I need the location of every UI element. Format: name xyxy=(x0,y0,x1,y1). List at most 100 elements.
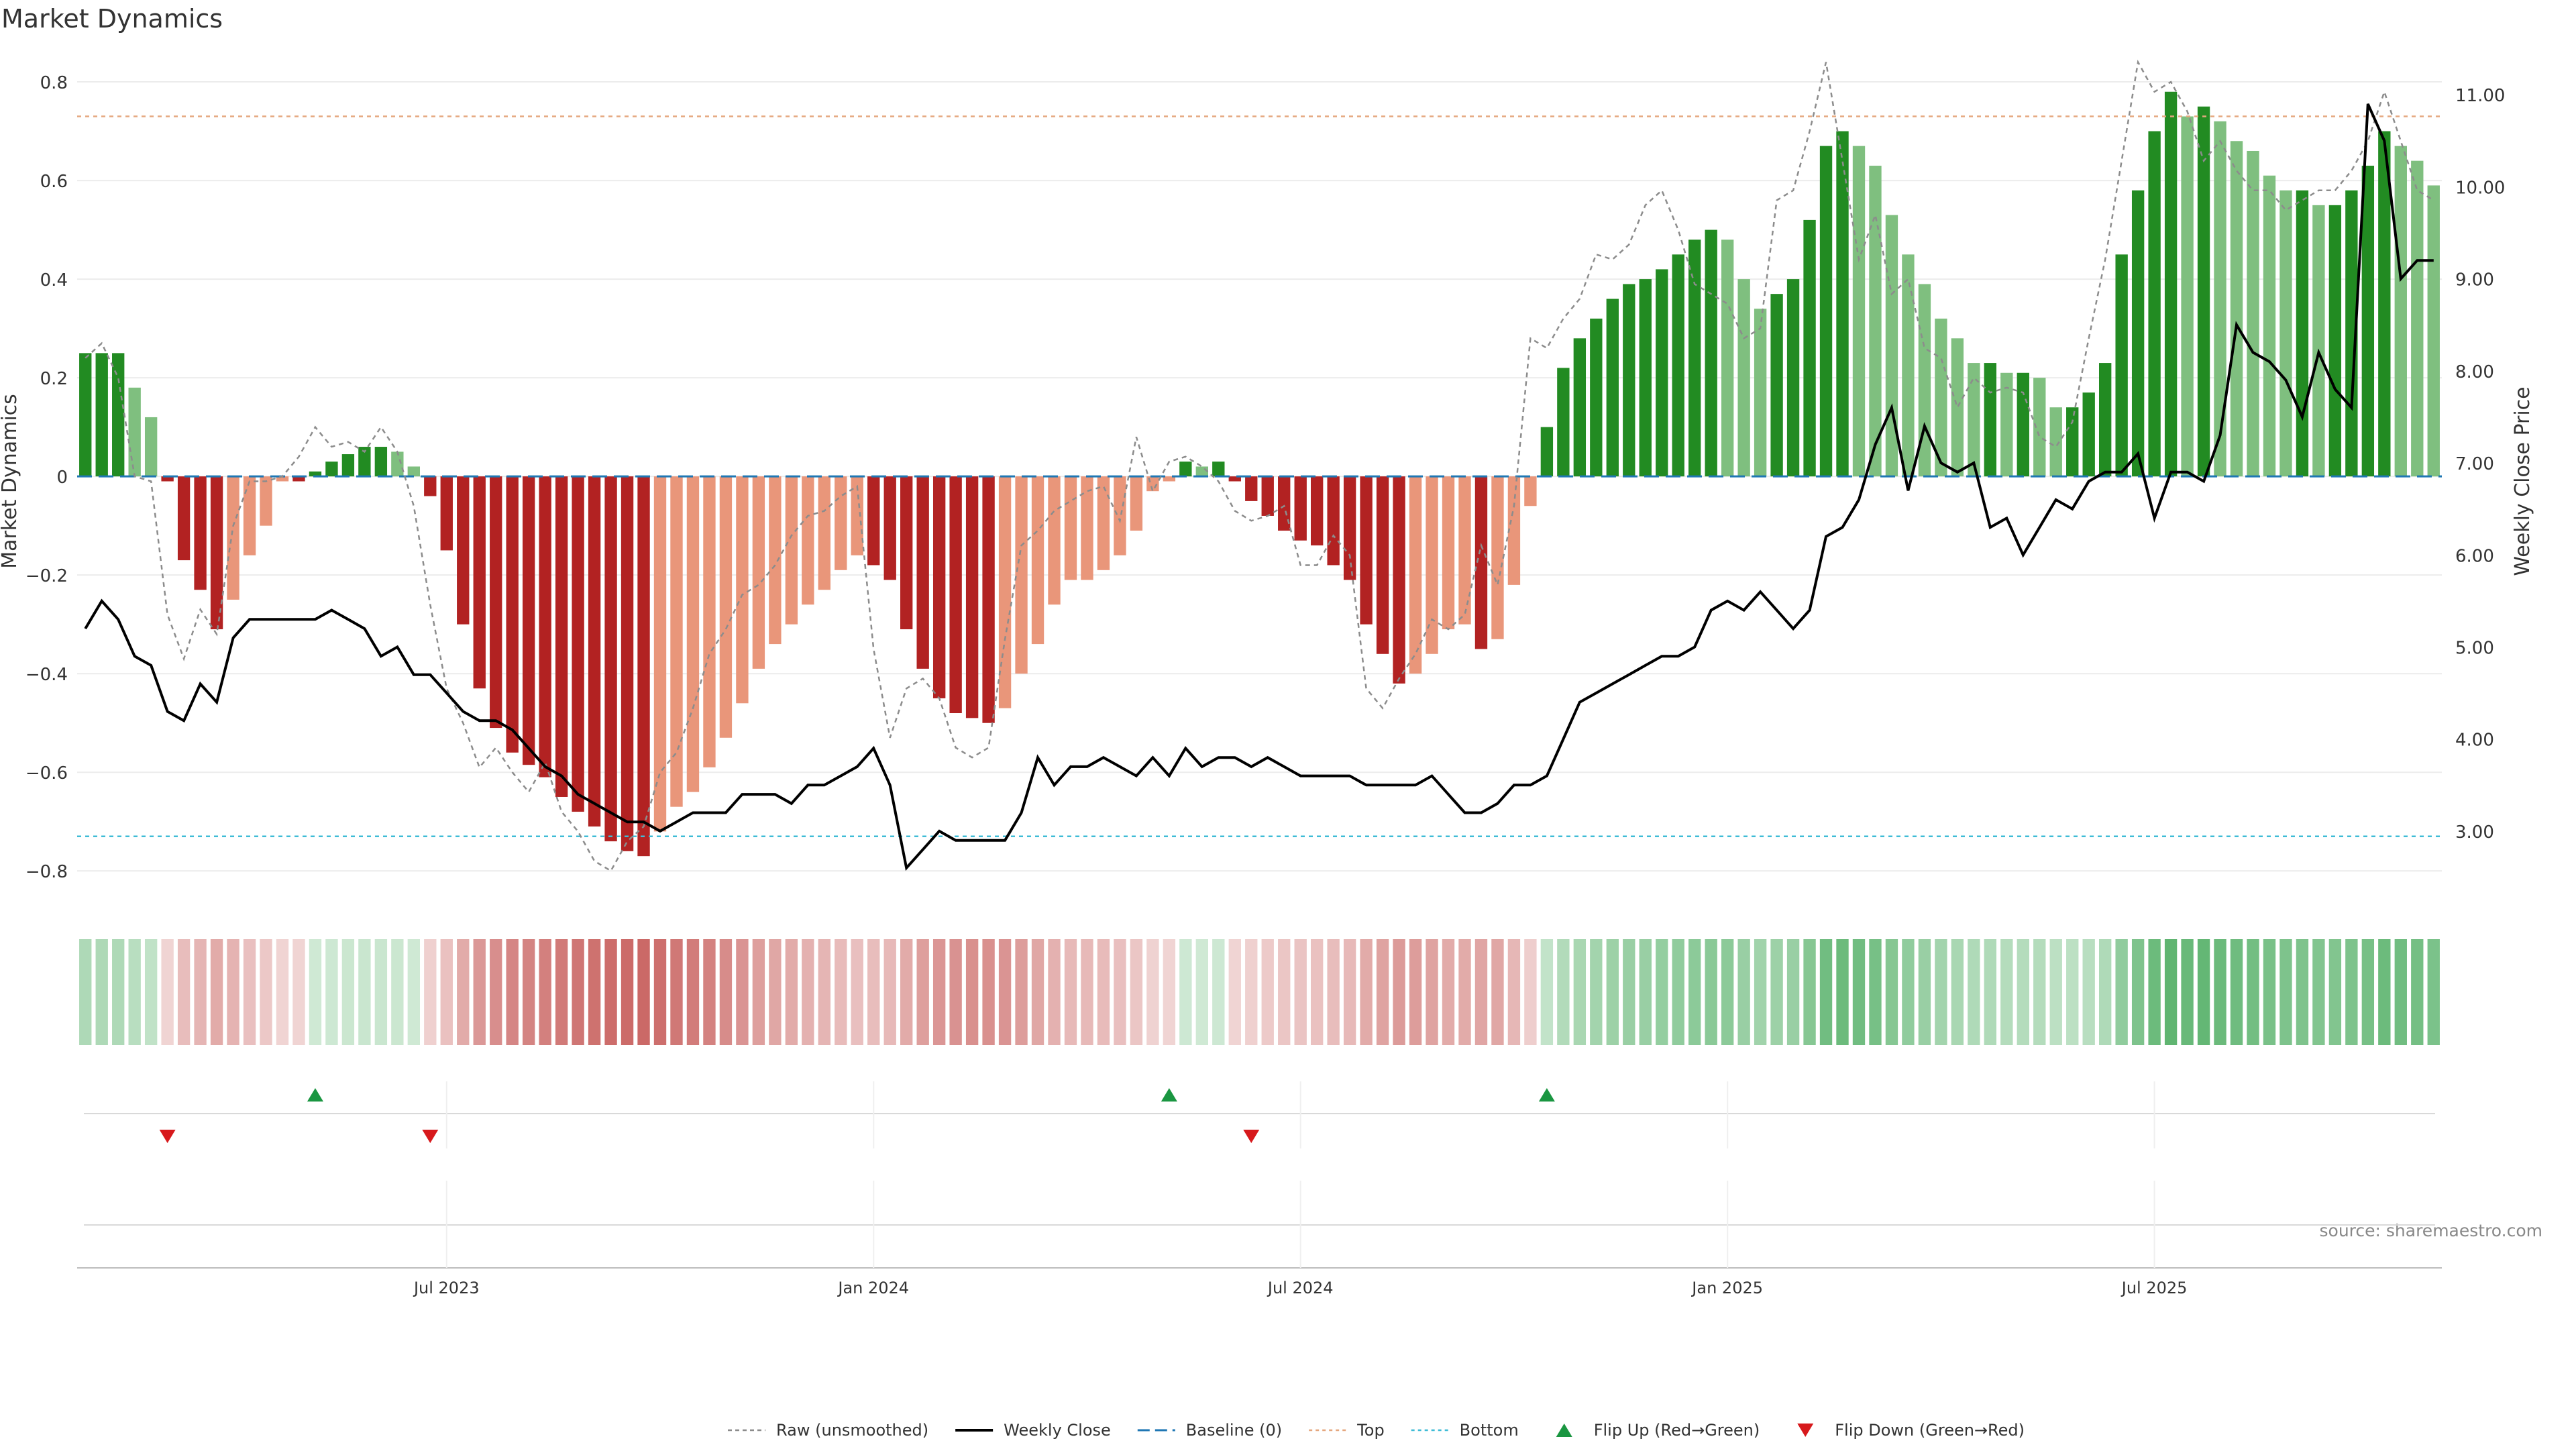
bar xyxy=(1918,284,1931,477)
y2-tick-label: 6.00 xyxy=(2455,546,2494,566)
heat-cell xyxy=(1819,939,1833,1045)
heat-cell xyxy=(243,939,256,1045)
heat-cell xyxy=(785,939,798,1045)
heat-cell xyxy=(670,939,683,1045)
y-tick-label: −0.2 xyxy=(25,566,68,586)
heat-cell xyxy=(95,939,108,1045)
x-tick-label: Jul 2025 xyxy=(2121,1279,2188,1297)
heat-cell xyxy=(1639,939,1652,1045)
heat-cell xyxy=(2279,939,2292,1045)
heat-cell xyxy=(1754,939,1767,1045)
bar xyxy=(1770,294,1783,477)
heat-cell xyxy=(1114,939,1126,1045)
heat-cell xyxy=(883,939,896,1045)
bar xyxy=(2131,190,2145,477)
bar xyxy=(2214,121,2226,477)
bar xyxy=(177,476,191,561)
bar xyxy=(851,476,863,555)
heat-cell xyxy=(1360,939,1373,1045)
x-tick-label: Jul 2024 xyxy=(1267,1279,1334,1297)
y2-tick-label: 5.00 xyxy=(2455,639,2494,659)
heat-cell xyxy=(555,939,568,1045)
bar xyxy=(292,476,305,482)
heat-cell xyxy=(1688,939,1701,1045)
heat-cell xyxy=(867,939,880,1045)
bar xyxy=(1803,219,1816,477)
heat-cell xyxy=(1146,939,1159,1045)
heat-cell xyxy=(407,939,421,1045)
bar xyxy=(2148,131,2161,477)
heat-cell xyxy=(2378,939,2391,1045)
bar xyxy=(457,476,470,625)
heat-cell xyxy=(1869,939,1882,1045)
bar xyxy=(1261,476,1274,516)
bar xyxy=(161,476,174,482)
bar xyxy=(1458,476,1471,625)
bar xyxy=(194,476,207,590)
bar xyxy=(703,476,716,767)
heat-cell xyxy=(144,939,158,1045)
bar xyxy=(2296,190,2309,477)
bar xyxy=(1902,254,1915,477)
bar xyxy=(112,353,125,477)
legend-label: Raw (unsmoothed) xyxy=(776,1421,928,1440)
heat-cell xyxy=(2181,939,2194,1045)
bar xyxy=(2098,363,2112,477)
bar xyxy=(1885,215,1898,477)
heat-cell xyxy=(1984,939,1997,1045)
bar xyxy=(374,447,388,477)
bar xyxy=(1064,476,1077,580)
legend-label: Weekly Close xyxy=(1004,1421,1111,1440)
heat-cell xyxy=(2000,939,2013,1045)
heat-cell xyxy=(1705,939,1717,1045)
bar xyxy=(1935,318,1947,477)
y2-tick-label: 10.00 xyxy=(2455,178,2505,198)
heat-cell xyxy=(2230,939,2243,1045)
bar xyxy=(2181,116,2194,477)
bar xyxy=(883,476,896,580)
bar xyxy=(1310,476,1324,546)
heat-cell xyxy=(686,939,700,1045)
heat-cell xyxy=(2098,939,2112,1045)
bar xyxy=(2427,185,2440,477)
bar xyxy=(1836,131,1849,477)
heat-cell xyxy=(736,939,749,1045)
heat-cell xyxy=(177,939,191,1045)
flip-down-marker xyxy=(422,1130,439,1143)
heat-cell xyxy=(604,939,617,1045)
bar xyxy=(2263,175,2276,477)
heat-cell xyxy=(440,939,453,1045)
heat-cell xyxy=(1097,939,1110,1045)
legend-swatch xyxy=(1797,1424,1814,1437)
heat-cell xyxy=(1935,939,1947,1045)
bar xyxy=(1130,476,1143,531)
heat-cell xyxy=(1081,939,1093,1045)
bar xyxy=(604,476,617,842)
bar xyxy=(1786,279,1800,477)
bar xyxy=(1426,476,1438,654)
heat-cell xyxy=(1228,939,1241,1045)
bar xyxy=(2394,146,2407,477)
heat-cell xyxy=(1803,939,1816,1045)
heat-cell xyxy=(835,939,847,1045)
bar xyxy=(2328,205,2342,477)
bar xyxy=(998,476,1012,708)
bar xyxy=(752,476,765,669)
heat-cell xyxy=(1327,939,1340,1045)
bar xyxy=(802,476,814,605)
bar xyxy=(900,476,913,630)
bar xyxy=(1705,229,1717,477)
legend-item-raw: Raw (unsmoothed) xyxy=(728,1421,928,1440)
heat-cell xyxy=(292,939,305,1045)
heat-cell xyxy=(374,939,388,1045)
y-tick-label: 0.8 xyxy=(40,73,68,93)
heat-cell xyxy=(457,939,470,1045)
bar xyxy=(1031,476,1044,645)
weekly-close-line xyxy=(84,103,2434,871)
bar xyxy=(1606,299,1619,477)
heat-cell xyxy=(391,939,404,1045)
heat-cell xyxy=(2164,939,2178,1045)
bar xyxy=(982,476,995,723)
bar xyxy=(1852,146,1866,477)
